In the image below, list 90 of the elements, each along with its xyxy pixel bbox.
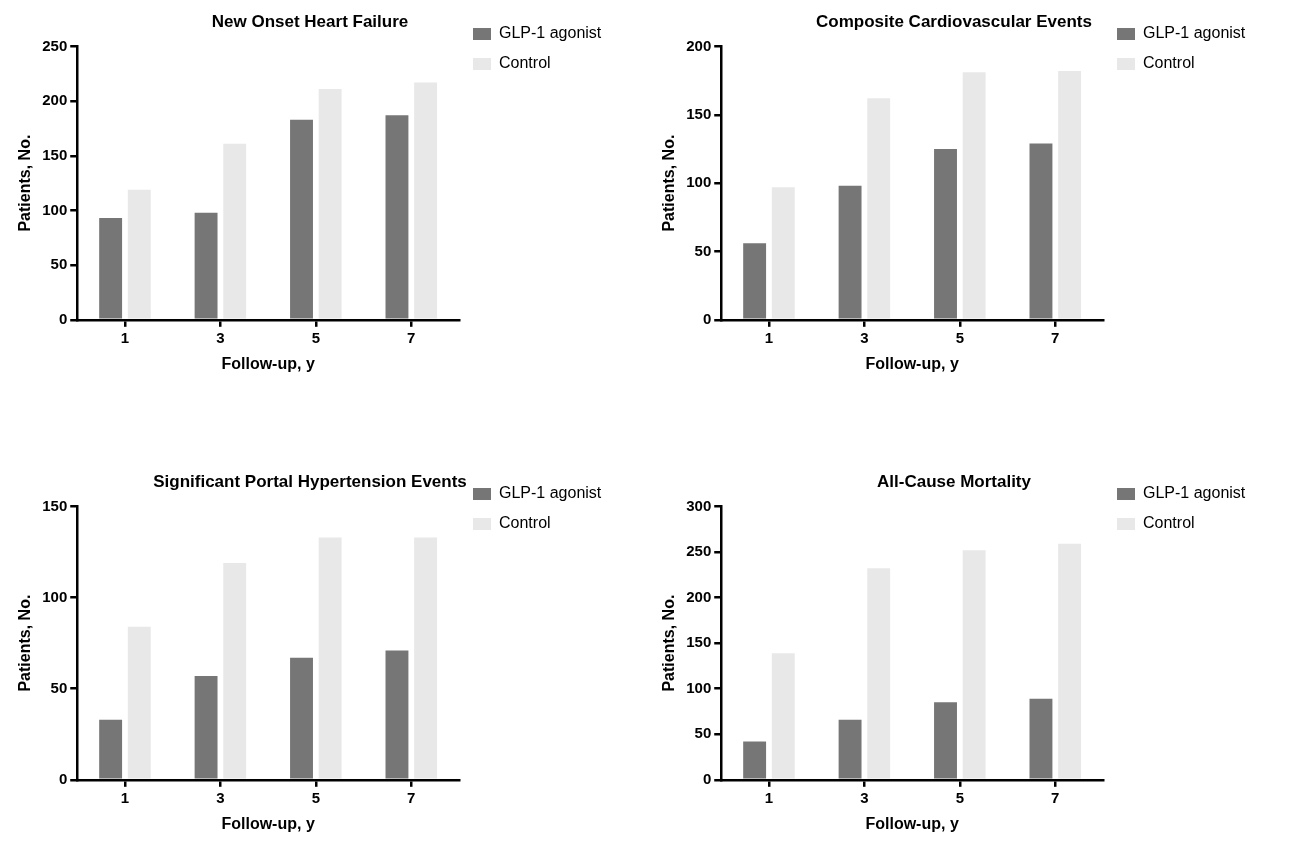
bar <box>1029 698 1053 779</box>
bar <box>290 119 313 319</box>
bar <box>771 187 795 319</box>
x-tick-label: 1 <box>764 328 774 346</box>
bar <box>838 185 862 319</box>
y-tick-label: 150 <box>42 496 68 514</box>
legend-label: GLP-1 agonist <box>1143 24 1246 42</box>
bar <box>194 675 218 779</box>
x-tick-label: 3 <box>216 788 225 806</box>
x-tick-label: 7 <box>407 328 416 346</box>
bar <box>318 537 342 779</box>
x-axis-title: Follow-up, y <box>221 354 315 372</box>
y-tick-label: 150 <box>42 145 68 163</box>
y-tick-label: 100 <box>42 587 68 605</box>
bar <box>223 143 247 319</box>
bar <box>867 98 891 319</box>
bar <box>934 148 957 319</box>
x-tick-label: 7 <box>1051 328 1060 346</box>
y-tick-label: 100 <box>686 173 712 191</box>
chart-title: New Onset Heart Failure <box>211 11 409 31</box>
y-tick-label: 150 <box>686 104 712 122</box>
bar <box>743 741 767 779</box>
y-tick-label: 200 <box>686 587 712 605</box>
y-tick-label: 100 <box>686 678 712 696</box>
y-tick-label: 0 <box>702 309 712 327</box>
bar <box>962 550 986 779</box>
bar <box>223 562 247 779</box>
x-tick-label: 5 <box>955 328 965 346</box>
y-axis-title: Patients, No. <box>660 134 678 232</box>
bar <box>838 719 862 779</box>
y-tick-label: 250 <box>686 542 712 560</box>
x-tick-label: 7 <box>1051 788 1060 806</box>
bar <box>127 626 151 779</box>
x-tick-label: 1 <box>120 788 130 806</box>
bar <box>867 568 891 779</box>
bar <box>743 243 767 319</box>
x-axis-title: Follow-up, y <box>865 814 959 832</box>
bar <box>1058 543 1082 779</box>
bar <box>385 115 409 319</box>
bar <box>290 657 313 779</box>
y-tick-label: 200 <box>42 91 68 109</box>
y-tick-label: 50 <box>694 241 712 259</box>
bar <box>194 212 218 319</box>
bar <box>934 702 957 779</box>
bar <box>962 72 986 319</box>
chart-title: Significant Portal Hypertension Events <box>153 471 467 491</box>
bar <box>318 89 342 319</box>
bar <box>127 189 151 319</box>
x-axis-title: Follow-up, y <box>865 354 959 372</box>
x-tick-label: 3 <box>216 328 225 346</box>
y-tick-label: 50 <box>50 678 68 696</box>
x-tick-label: 5 <box>311 328 321 346</box>
legend-label: GLP-1 agonist <box>1143 484 1246 502</box>
legend-label: GLP-1 agonist <box>499 24 602 42</box>
y-axis-title: Patients, No. <box>16 134 34 232</box>
x-tick-label: 5 <box>955 788 965 806</box>
legend-label: Control <box>1143 514 1195 532</box>
y-axis-title: Patients, No. <box>16 594 34 692</box>
bar <box>385 650 409 779</box>
legend-label: Control <box>499 54 551 72</box>
bar <box>1058 71 1082 319</box>
bar <box>414 537 438 779</box>
y-tick-label: 300 <box>686 496 712 514</box>
y-tick-label: 50 <box>694 724 712 742</box>
chart-title: Composite Cardiovascular Events <box>816 11 1092 31</box>
x-tick-label: 3 <box>860 788 869 806</box>
x-tick-label: 3 <box>860 328 869 346</box>
y-tick-label: 200 <box>686 36 712 54</box>
bar <box>414 82 438 319</box>
x-tick-label: 1 <box>764 788 774 806</box>
y-tick-label: 250 <box>42 36 68 54</box>
y-tick-label: 150 <box>686 633 712 651</box>
bar <box>99 218 123 319</box>
y-tick-label: 50 <box>50 255 68 273</box>
y-tick-label: 0 <box>58 309 68 327</box>
y-tick-label: 0 <box>58 769 68 787</box>
x-tick-label: 5 <box>311 788 321 806</box>
x-axis-title: Follow-up, y <box>221 814 315 832</box>
y-axis-title: Patients, No. <box>660 594 678 692</box>
legend-label: Control <box>1143 54 1195 72</box>
legend-label: GLP-1 agonist <box>499 484 602 502</box>
x-tick-label: 7 <box>407 788 416 806</box>
bar <box>771 653 795 779</box>
legend-label: Control <box>499 514 551 532</box>
bar <box>99 719 123 779</box>
chart-title: All-Cause Mortality <box>877 471 1032 491</box>
bar <box>1029 143 1053 319</box>
y-tick-label: 100 <box>42 200 68 218</box>
x-tick-label: 1 <box>120 328 130 346</box>
y-tick-label: 0 <box>702 769 712 787</box>
